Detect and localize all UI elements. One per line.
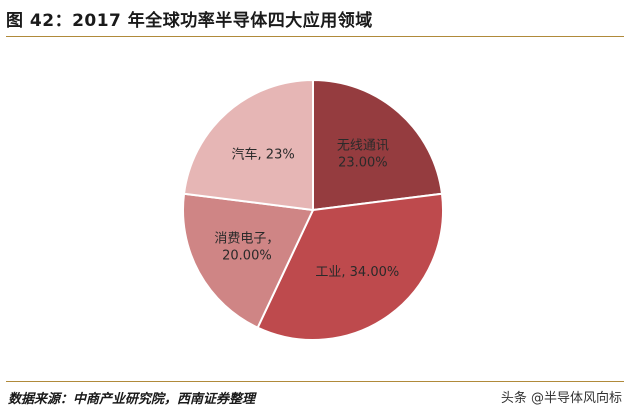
figure-title: 图 42：2017 年全球功率半导体四大应用领域 xyxy=(6,11,373,31)
title-rule xyxy=(6,36,624,37)
slice-label-industrial: 工业, 34.00% xyxy=(315,265,399,280)
watermark: 头条 @半导体风向标 xyxy=(500,391,622,406)
slice-label-consumer-electronics: 消费电子， 20.00% xyxy=(214,231,279,263)
pie-slice-wireless-communication xyxy=(312,78,444,212)
slice-label-wireless-communication: 无线通讯 23.00% xyxy=(337,138,389,170)
pie-slice-automotive xyxy=(182,78,314,212)
source-rule xyxy=(6,381,624,382)
pie-slice-consumer-electronics xyxy=(182,192,315,329)
source-note: 数据来源：中商产业研究院，西南证券整理 xyxy=(8,392,256,407)
slice-label-automotive: 汽车, 23% xyxy=(232,146,295,162)
